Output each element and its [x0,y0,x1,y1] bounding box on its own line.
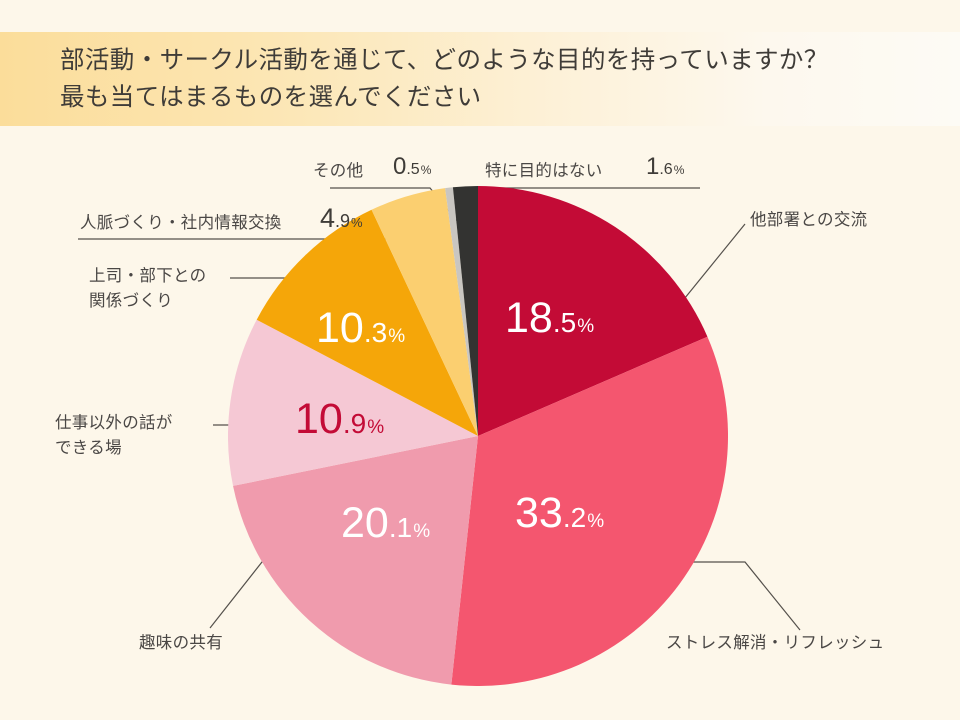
slice-value-boss-relations: 10.3% [316,304,406,352]
pie-slice [256,209,478,436]
label-networking: 人脈づくり・社内情報交換 [80,214,282,232]
slice-value-networking: 4.9% [320,203,363,233]
label-hobby: 趣味の共有 [139,634,223,652]
slice-value-other: 0.5% [393,153,432,180]
pie-slice [451,336,728,686]
pie-svg [228,186,728,686]
slice-value-nonwork-talk: 10.9% [295,395,385,443]
label-no-purpose: 特に目的はない [485,162,603,180]
label-nonwork-talk: 仕事以外の話が できる場 [55,414,173,457]
title-banner [0,32,960,126]
pie-slice [371,188,478,436]
slice-value-stress: 33.2% [515,489,605,537]
slice-value-no-purpose: 1.6% [646,153,685,180]
pie-slice [233,436,478,685]
label-other: その他 [313,162,364,180]
label-boss-relations: 上司・部下との 関係づくり [89,267,207,310]
pie-slice [452,186,478,436]
slice-value-other-dept: 18.5% [505,294,595,342]
pie-slice [228,319,478,486]
label-stress: ストレス解消・リフレッシュ [666,634,885,652]
pie-chart [228,186,728,686]
label-other-dept: 他部署との交流 [750,211,868,229]
pie-slice [478,186,708,436]
pie-slice [445,187,478,436]
slice-value-hobby: 20.1% [341,499,431,547]
page-title: 部活動・サークル活動を通じて、どのような目的を持っていますか？ 最も当てはまるも… [60,47,829,111]
